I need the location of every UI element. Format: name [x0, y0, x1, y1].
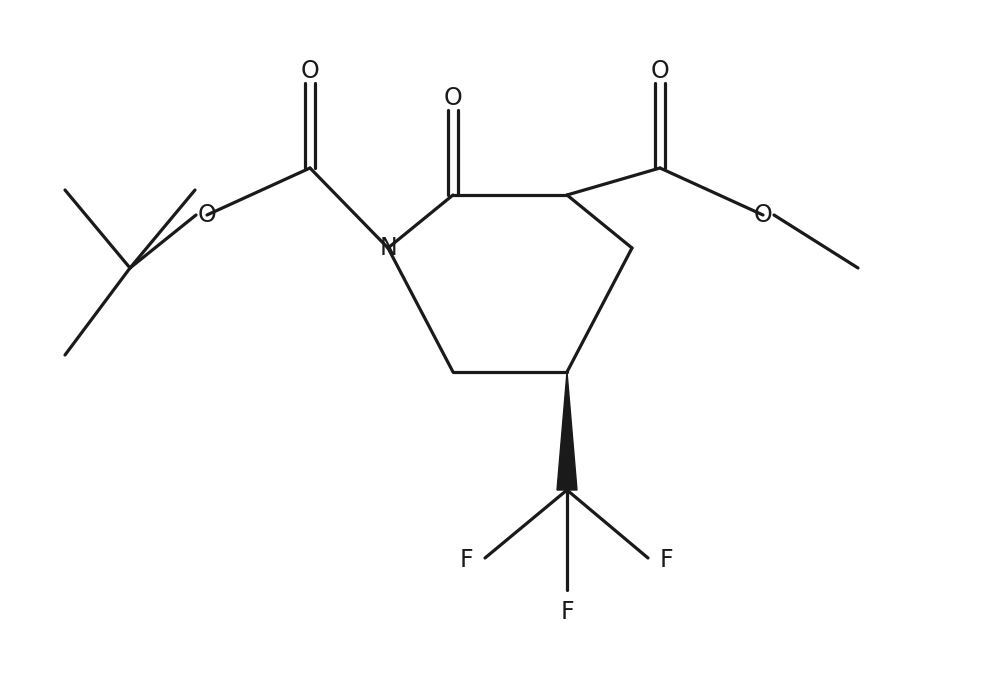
Polygon shape: [557, 372, 577, 490]
Text: O: O: [650, 59, 669, 83]
Text: F: F: [560, 600, 574, 624]
Text: O: O: [198, 203, 216, 227]
Text: N: N: [379, 236, 397, 260]
Text: F: F: [660, 548, 673, 572]
Text: O: O: [444, 86, 463, 110]
Text: F: F: [460, 548, 473, 572]
Text: O: O: [301, 59, 320, 83]
Text: O: O: [754, 203, 773, 227]
